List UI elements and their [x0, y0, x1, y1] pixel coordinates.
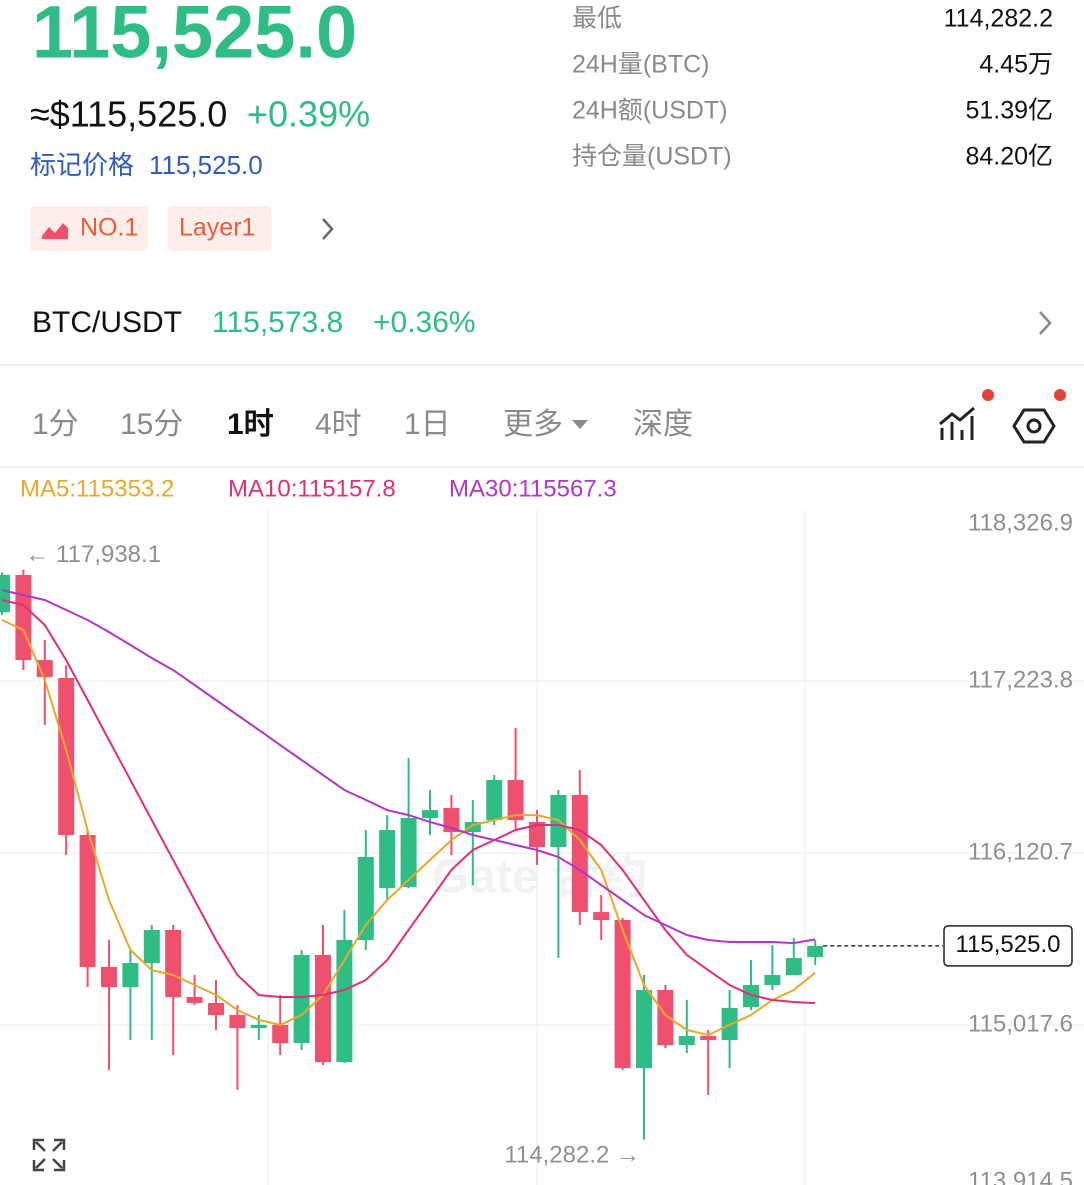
tag-bg: [168, 206, 271, 251]
candle-body: [700, 1036, 717, 1041]
candle-body: [122, 963, 139, 988]
price-change: +0.39%: [247, 94, 370, 135]
candle-body: [571, 794, 588, 913]
candle-body: [315, 954, 331, 1063]
ma-legend: MA5:115353.2: [20, 475, 174, 502]
ma-line: [1, 589, 816, 945]
last-price: 115,525.0: [32, 0, 357, 74]
candle-body: [272, 1024, 289, 1044]
candle-body: [336, 939, 353, 1063]
candle-body: [614, 920, 631, 1068]
y-tick-label: 116,120.7: [968, 838, 1073, 865]
candle-body: [293, 954, 310, 1044]
ma-legend: MA30:115567.3: [449, 475, 617, 502]
candle-body: [186, 997, 203, 1003]
pair-row[interactable]: BTC/USDT 115,573.8 +0.36%: [32, 306, 1052, 339]
tag-label: Layer1: [179, 214, 255, 242]
chevron: [1039, 311, 1052, 335]
mark-label: 标记价格: [30, 150, 134, 180]
tag-bg: [30, 206, 148, 251]
dropdown-arrow: [572, 420, 588, 429]
y-tick-label: 115,017.6: [968, 1010, 1073, 1037]
tab[interactable]: 深度: [633, 408, 693, 441]
candle-body: [208, 1002, 224, 1015]
pair-name: BTC/USDT: [32, 306, 182, 339]
y-tick-label: 117,223.8: [968, 666, 1073, 693]
pair-change: +0.36%: [373, 306, 476, 339]
chevron[interactable]: [322, 218, 334, 240]
last-price-label: 115,525.0: [956, 931, 1061, 958]
stat-label: 最低: [572, 5, 622, 33]
tag-label: NO.1: [80, 214, 138, 242]
stat-value: 114,282.2: [944, 5, 1053, 33]
candle-body: [400, 818, 417, 887]
tab[interactable]: 1日: [404, 408, 451, 441]
stats: 最低 114,282.2 24H量(BTC) 4.45万 24H额(USDT) …: [572, 5, 1053, 171]
candle-body: [636, 990, 652, 1068]
candle-body: [0, 574, 10, 613]
stat-value: 84.20亿: [965, 143, 1053, 171]
y-tick-label: 118,326.9: [968, 509, 1073, 536]
stat-label: 持仓量(USDT): [572, 143, 732, 171]
candle-body: [507, 779, 524, 821]
interval-tabs: 1分 15分 1时 4时 1日 更多 深度: [32, 408, 693, 441]
plot: Gate 合约: [0, 510, 1084, 1185]
candle-body: [229, 1014, 246, 1029]
candle-body: [593, 912, 610, 921]
mark-price: 115,525.0: [149, 150, 263, 180]
tab[interactable]: 4时: [315, 408, 362, 441]
indicator-icon[interactable]: [939, 389, 994, 440]
tag-icon: [42, 223, 68, 239]
candle-body: [785, 958, 802, 976]
candle-body: [79, 835, 96, 967]
candle-body: [165, 929, 182, 998]
max-annotation: ← 117,938.1: [25, 541, 161, 568]
watermark: Gate 合约: [432, 851, 648, 904]
settings-icon[interactable]: [1012, 389, 1066, 444]
stat-label: 24H额(USDT): [572, 97, 728, 125]
tag[interactable]: NO.1: [30, 206, 148, 251]
ma-line: [1, 599, 816, 1005]
tag[interactable]: Layer1: [168, 206, 271, 251]
candle-body: [357, 857, 374, 940]
candle-body: [529, 821, 545, 848]
fullscreen-icon[interactable]: [32, 1138, 66, 1172]
candle-body: [764, 975, 781, 986]
last-price-box: [943, 925, 1073, 967]
tab-active[interactable]: 1时: [227, 408, 274, 441]
candle-body: [486, 779, 503, 821]
stat-label: 24H量(BTC): [572, 51, 710, 79]
candle-body: [15, 574, 32, 661]
candle-body: [807, 945, 824, 957]
candle-body: [101, 966, 117, 988]
pair-price: 115,573.8: [212, 306, 343, 339]
candle-body: [250, 1024, 267, 1029]
min-annotation: 114,282.2 →: [504, 1141, 640, 1168]
y-tick-label: 113,914.5: [968, 1167, 1073, 1185]
candle-body: [464, 821, 481, 833]
candle-body: [143, 929, 160, 964]
ma-line: [1, 619, 816, 1037]
ma-legend: MA10:115157.8: [228, 475, 396, 502]
stat-value: 4.45万: [979, 51, 1053, 79]
candle-body: [678, 1036, 695, 1046]
usd-price: ≈$115,525.0: [30, 94, 227, 135]
stat-value: 51.39亿: [965, 97, 1053, 125]
candle-body: [422, 810, 438, 819]
candle-body: [657, 990, 674, 1046]
tab[interactable]: 1分: [32, 408, 79, 441]
tab[interactable]: 更多: [503, 408, 563, 441]
candle-body: [379, 830, 396, 889]
tab[interactable]: 15分: [120, 408, 183, 441]
candle-body: [58, 678, 75, 836]
